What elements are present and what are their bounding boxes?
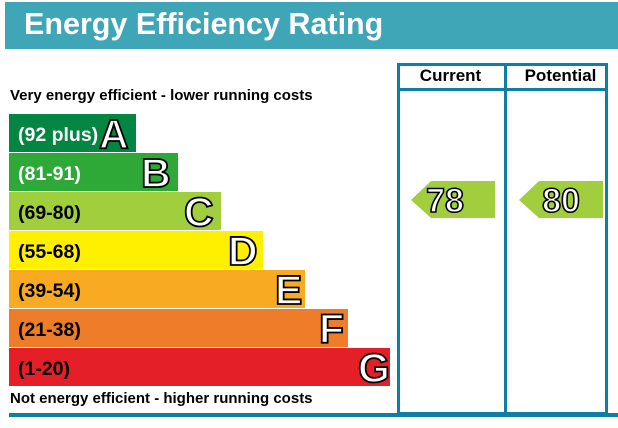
- svg-text:C: C: [184, 189, 214, 235]
- svg-text:D: D: [228, 228, 258, 274]
- svg-text:(39-54): (39-54): [18, 280, 81, 302]
- svg-text:G: G: [358, 345, 390, 391]
- svg-text:F: F: [319, 306, 344, 352]
- svg-text:(21-38): (21-38): [18, 319, 81, 341]
- svg-text:B: B: [141, 150, 171, 196]
- svg-text:(92 plus): (92 plus): [18, 124, 98, 146]
- svg-text:E: E: [275, 267, 302, 313]
- svg-text:A: A: [99, 111, 129, 157]
- svg-text:(69-80): (69-80): [18, 202, 81, 224]
- svg-text:(1-20): (1-20): [18, 358, 70, 380]
- svg-text:(55-68): (55-68): [18, 241, 81, 263]
- svg-text:(81-91): (81-91): [18, 163, 81, 185]
